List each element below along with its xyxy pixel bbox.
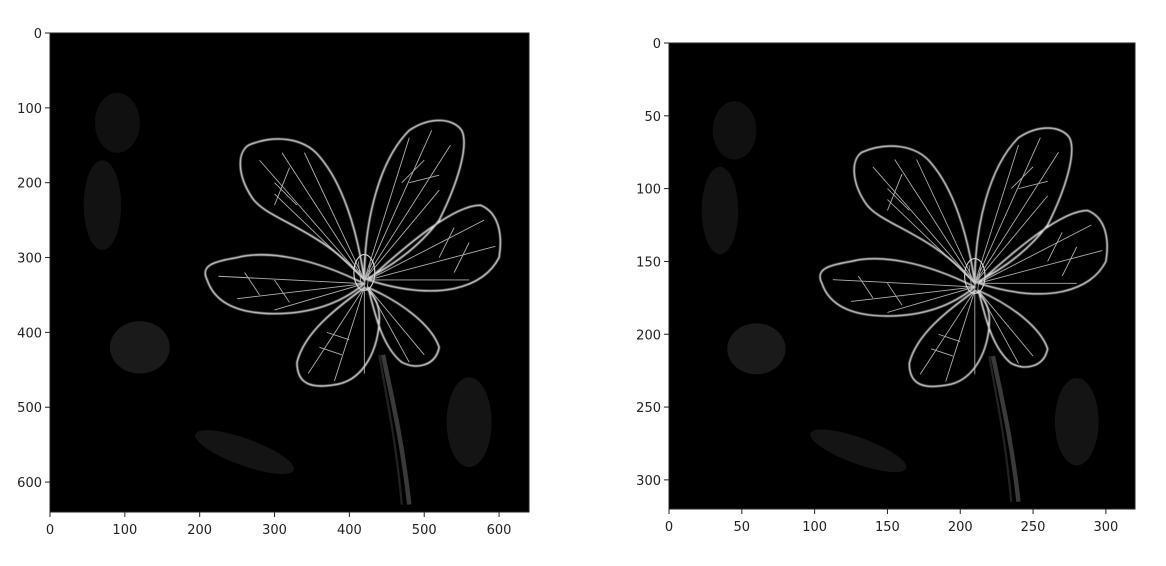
right-y-tick-label: 100 — [636, 183, 661, 198]
right-x-tick-label: 200 — [948, 520, 973, 535]
left-y-ticks: 0 100 200 300 400 500 600 — [17, 27, 50, 491]
left-y-tick-label: 400 — [17, 326, 42, 341]
right-x-tick-label: 300 — [1093, 520, 1118, 535]
right-x-tick-label: 100 — [802, 520, 827, 535]
left-panel: 0 100 200 300 400 500 600 0 100 200 300 400 500 600 — [17, 27, 530, 538]
left-y-tick-label: 600 — [17, 476, 42, 491]
left-x-tick-label: 400 — [337, 523, 362, 538]
right-y-tick-label: 150 — [636, 255, 661, 270]
left-x-ticks: 0 100 200 300 400 500 600 — [46, 512, 512, 538]
left-x-tick-label: 200 — [187, 523, 212, 538]
left-x-tick-label: 600 — [487, 523, 512, 538]
right-y-tick-label: 50 — [644, 110, 661, 125]
right-y-tick-label: 0 — [653, 37, 661, 52]
right-x-ticks: 0 50 100 150 200 250 300 — [665, 509, 1118, 535]
right-x-tick-label: 150 — [875, 520, 900, 535]
right-y-tick-label: 200 — [636, 328, 661, 343]
left-x-tick-label: 100 — [112, 523, 137, 538]
right-x-tick-label: 50 — [734, 520, 751, 535]
left-x-tick-label: 0 — [46, 523, 54, 538]
left-x-tick-label: 300 — [262, 523, 287, 538]
right-x-tick-label: 250 — [1021, 520, 1046, 535]
left-y-tick-label: 0 — [34, 27, 42, 42]
right-x-tick-label: 0 — [665, 520, 673, 535]
right-y-tick-label: 250 — [636, 401, 661, 416]
left-y-tick-label: 500 — [17, 401, 42, 416]
left-y-tick-label: 200 — [17, 177, 42, 192]
left-y-tick-label: 300 — [17, 252, 42, 267]
left-y-tick-label: 100 — [17, 102, 42, 117]
right-y-ticks: 0 50 100 150 200 250 300 — [636, 37, 669, 489]
right-panel: 0 50 100 150 200 250 300 0 50 100 150 200 250 300 — [636, 37, 1136, 535]
right-y-tick-label: 300 — [636, 474, 661, 489]
left-x-tick-label: 500 — [412, 523, 437, 538]
